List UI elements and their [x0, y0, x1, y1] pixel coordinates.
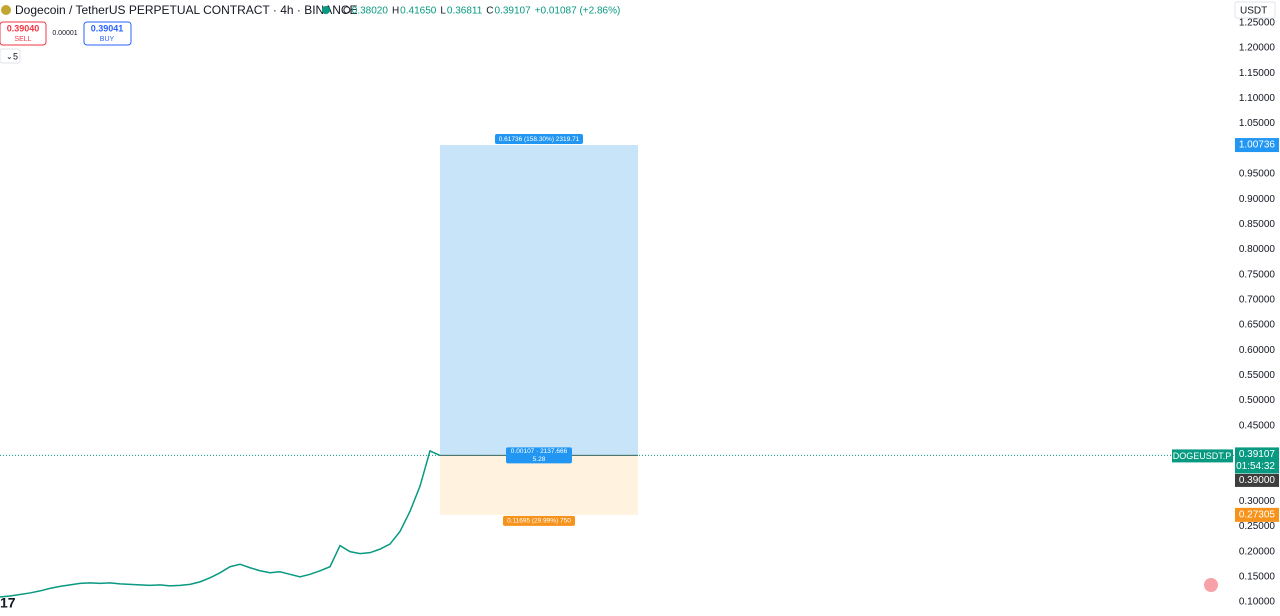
price-axis-label: 0.15000	[1239, 571, 1276, 582]
target-marker-bg	[1235, 138, 1279, 153]
ohlc-value: 0.38020	[352, 6, 389, 17]
price-axis-label: 0.50000	[1239, 395, 1276, 406]
price-axis-label: 0.10000	[1239, 597, 1276, 608]
chevron: ⌄	[6, 52, 13, 61]
bid-marker: 0.39000	[1239, 475, 1276, 486]
entry-label: 0.00107 · 2137.666	[511, 448, 568, 455]
sell-button[interactable]	[0, 21, 47, 46]
price-axis-label: 0.45000	[1239, 420, 1276, 431]
price-axis-label: 0.25000	[1239, 521, 1276, 532]
countdown: 01:54:32	[1236, 461, 1275, 472]
symbol-title[interactable]: Dogecoin / TetherUS PERPETUAL CONTRACT ·…	[15, 3, 358, 17]
price-axis-label: 0.65000	[1239, 320, 1276, 331]
buy-label: BUY	[100, 36, 115, 43]
price-axis-label: 1.25000	[1239, 18, 1276, 29]
status-dot	[322, 6, 330, 14]
price-axis-label: 1.20000	[1239, 43, 1276, 54]
entry-label: 5.28	[533, 456, 546, 463]
price-axis-label: 0.55000	[1239, 370, 1276, 381]
stop-label: 0.11695 (29.99%) 750	[507, 518, 571, 525]
interval-toggle[interactable]	[0, 48, 21, 64]
price-axis-label: 0.90000	[1239, 194, 1276, 205]
symbol-marker: DOGEUSDT.P	[1173, 451, 1232, 461]
target-label-bg	[495, 134, 583, 145]
currency-button[interactable]	[1234, 1, 1276, 19]
price-marker-bg	[1235, 447, 1279, 474]
entry-label-bg	[506, 447, 572, 464]
spread: 0.00001	[52, 30, 77, 37]
interval: 5	[13, 51, 18, 61]
symbol-marker-bg	[1172, 449, 1233, 463]
ohlc-value: 0.41650	[400, 6, 437, 17]
buy-button[interactable]	[83, 21, 132, 46]
bid-marker-bg	[1235, 473, 1279, 487]
logo: 17	[0, 595, 16, 611]
sell-label: SELL	[14, 36, 31, 43]
ohlc-key: H	[392, 6, 399, 17]
currency: USDT	[1240, 6, 1267, 17]
ohlc-key: L	[440, 6, 446, 17]
stop-label-bg	[503, 515, 575, 526]
coin-icon	[1, 5, 11, 15]
record-indicator	[1204, 578, 1218, 592]
ohlc-value: 0.36811	[447, 6, 483, 17]
price-axis-label: 0.60000	[1239, 345, 1276, 356]
stop-marker-bg	[1235, 507, 1279, 522]
price-axis-label: 0.75000	[1239, 269, 1276, 280]
price-axis-label: 0.95000	[1239, 169, 1276, 180]
price-marker: 0.39107	[1239, 449, 1276, 460]
price-axis-label: 0.70000	[1239, 294, 1276, 305]
price-axis-label: 1.10000	[1239, 93, 1276, 104]
price-axis-label: 1.15000	[1239, 68, 1276, 79]
target-label: 0.61736 (158.30%) 2319.71	[499, 136, 580, 143]
loss-zone	[440, 455, 638, 515]
price-axis-label: 1.05000	[1239, 118, 1276, 129]
change: +0.01087 (+2.86%)	[535, 6, 621, 17]
ohlc-key: O	[343, 6, 351, 17]
target-marker: 1.00736	[1239, 140, 1276, 151]
price-axis-label: 0.30000	[1239, 496, 1276, 507]
price-path	[0, 449, 441, 598]
profit-zone	[440, 145, 638, 456]
price-axis-label: 0.80000	[1239, 244, 1276, 255]
price-axis-label: 0.20000	[1239, 546, 1276, 557]
buy-price: 0.39041	[91, 23, 124, 33]
ohlc-key: C	[486, 6, 493, 17]
ohlc-value: 0.39107	[495, 6, 532, 17]
price-axis-label: 0.85000	[1239, 219, 1276, 230]
sell-price: 0.39040	[7, 23, 40, 33]
stop-marker: 0.27305	[1239, 509, 1276, 520]
